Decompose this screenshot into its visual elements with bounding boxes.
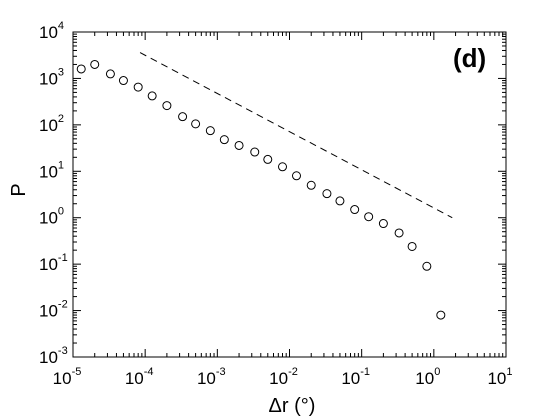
data-point: [306, 180, 316, 190]
data-point: [278, 162, 288, 172]
y-tick-label: 100: [39, 206, 64, 228]
data-point: [364, 212, 374, 222]
data-point: [378, 219, 388, 229]
x-tick-label: 10-5: [53, 366, 82, 388]
x-tick-label: 10-1: [341, 366, 370, 388]
data-point: [178, 112, 188, 122]
data-point: [234, 140, 244, 150]
data-point: [90, 59, 100, 69]
data-marks: [76, 52, 453, 320]
y-tick-label: 103: [39, 66, 64, 88]
y-tick-label: 10-2: [39, 299, 68, 321]
plot-area: [72, 31, 507, 358]
data-point: [394, 228, 404, 238]
y-tick-label: 10-1: [39, 252, 68, 274]
x-tick-label: 101: [487, 366, 512, 388]
y-tick-label: 10-3: [39, 345, 68, 367]
data-point: [322, 189, 332, 199]
y-axis-ticks: 10-3 10-2 10-1 100 101 102 103 104: [39, 20, 506, 367]
panel-label: (d): [453, 43, 486, 73]
x-tick-label: 10-4: [125, 366, 154, 388]
data-point: [407, 241, 417, 251]
data-point: [147, 91, 157, 101]
x-axis-ticks: 10-5 10-4 10-3 10-2 10-1 100 101: [53, 32, 513, 388]
y-tick-label: 102: [39, 113, 64, 135]
y-tick-label: 104: [39, 20, 64, 42]
power-law-reference-line: [139, 52, 453, 219]
data-point: [76, 64, 86, 74]
x-tick-label: 10-3: [197, 366, 226, 388]
data-point: [263, 154, 273, 164]
data-point: [219, 135, 229, 145]
plot-frame: [72, 31, 507, 358]
data-point: [162, 101, 172, 111]
data-point: [422, 261, 432, 271]
data-point: [191, 119, 201, 129]
data-point: [133, 82, 143, 92]
x-tick-label: 100: [415, 366, 440, 388]
data-point: [350, 205, 360, 215]
x-axis-label: Δr (°): [269, 395, 316, 417]
data-point: [250, 147, 260, 157]
x-tick-label: 10-2: [269, 366, 298, 388]
data-point: [291, 171, 301, 181]
data-point: [105, 69, 115, 79]
data-point: [118, 76, 128, 86]
data-point: [205, 126, 215, 136]
y-tick-label: 101: [39, 159, 64, 181]
y-axis-label: P: [8, 183, 30, 196]
data-point: [335, 196, 345, 206]
data-point: [436, 310, 446, 320]
